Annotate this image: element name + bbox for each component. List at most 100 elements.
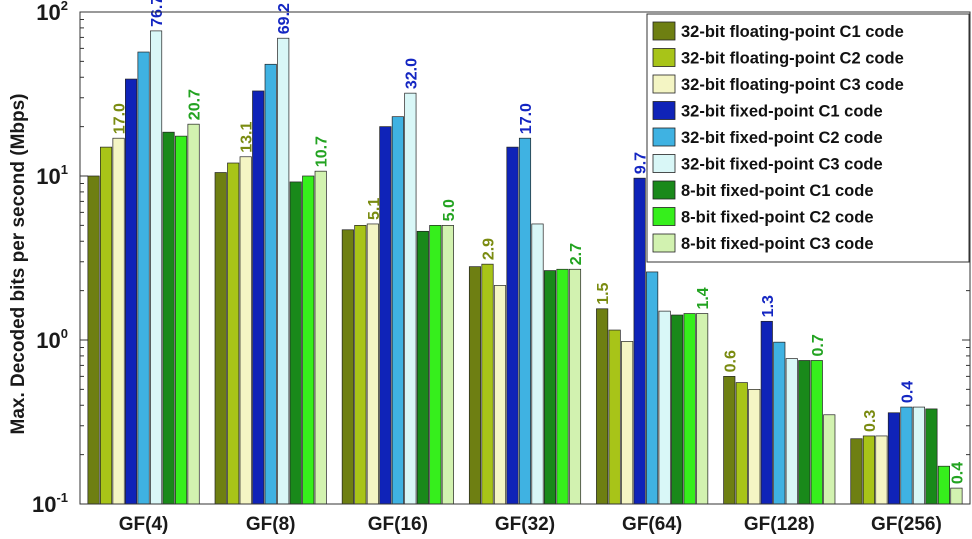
data-label: 5.1 [366, 198, 383, 220]
bar [112, 137, 125, 505]
bar [416, 230, 429, 505]
x-category-label: GF(4) [119, 514, 169, 535]
data-label: 0.6 [722, 350, 739, 372]
data-label: 0.4 [949, 462, 966, 484]
bar [543, 270, 557, 505]
bar [937, 465, 950, 505]
data-label: 13.1 [239, 122, 256, 153]
data-label: 1.4 [695, 287, 712, 309]
bar [391, 116, 404, 505]
x-category-label: GF(32) [495, 514, 555, 535]
bar [227, 162, 240, 505]
bar [646, 271, 659, 505]
bar [379, 126, 392, 505]
bar [531, 223, 544, 505]
legend-entry: 32-bit fixed-point C1 code [681, 103, 883, 121]
bar [810, 360, 823, 505]
bar [302, 175, 315, 505]
bar [100, 146, 113, 505]
bar [850, 438, 863, 505]
bar [314, 170, 327, 505]
data-label: 69.2 [276, 3, 293, 34]
bar [621, 341, 634, 505]
data-label: 20.7 [187, 89, 204, 120]
bar [468, 266, 482, 505]
y-tick-label: 100 [36, 326, 68, 353]
data-label: 9.7 [633, 152, 650, 174]
x-category-label: GF(64) [622, 514, 682, 535]
bar [354, 225, 367, 505]
x-category-label: GF(256) [871, 514, 942, 535]
data-label: 17.0 [518, 103, 535, 134]
bar [823, 414, 836, 505]
bar [404, 92, 417, 505]
legend-swatch [652, 101, 676, 120]
x-category-label: GF(8) [246, 514, 296, 535]
legend-entry: 32-bit floating-point C2 code [681, 50, 904, 68]
bar [506, 146, 519, 505]
legend-entry: 8-bit fixed-point C3 code [681, 235, 874, 253]
bar [633, 177, 646, 505]
y-tick-label: 101 [36, 162, 68, 189]
y-axis-title: Max. Decoded bits per second (Mbps) [8, 94, 29, 435]
bar [568, 268, 582, 505]
legend-swatch [652, 48, 676, 67]
x-category-label: GF(16) [368, 514, 428, 535]
legend-entry: 32-bit fixed-point C2 code [681, 129, 883, 147]
bar [366, 223, 379, 505]
y-axis-ticks: 10-1 100 101 102 [32, 0, 970, 517]
bar [900, 406, 913, 505]
bar [125, 78, 138, 505]
bar [596, 308, 609, 505]
bar [773, 341, 786, 505]
legend-swatch [652, 21, 676, 41]
legend-entry: 8-bit fixed-point C1 code [681, 182, 874, 200]
bar [264, 63, 277, 505]
bar [748, 389, 761, 505]
legend-entry: 32-bit fixed-point C3 code [681, 156, 883, 174]
bar [518, 137, 532, 505]
legend-entry: 32-bit floating-point C1 code [681, 23, 904, 41]
data-label: 1.3 [760, 295, 777, 317]
bar-series [87, 30, 963, 505]
x-axis-category-labels: GF(4) GF(8) GF(16) GF(32) GF(64) GF(128) GF(25… [119, 514, 942, 535]
legend-entry: 32-bit floating-point C3 code [681, 76, 904, 94]
bar [683, 313, 696, 505]
bar [214, 172, 227, 505]
bar [798, 360, 811, 505]
data-label: 17.0 [112, 103, 129, 134]
data-label: 0.3 [862, 410, 879, 432]
bar [785, 358, 798, 505]
bar [862, 435, 875, 505]
bar [277, 37, 290, 505]
data-label: 0.7 [810, 334, 827, 356]
bar [150, 30, 163, 505]
data-label: 2.7 [568, 243, 585, 265]
bar [137, 51, 150, 505]
bar [341, 229, 354, 505]
bar [239, 156, 252, 505]
legend-swatch [652, 207, 676, 226]
bar [912, 406, 925, 505]
legend-swatch [652, 74, 676, 94]
bar [925, 408, 938, 505]
legend-box [646, 13, 970, 263]
legend-entry: 8-bit fixed-point C2 code [681, 209, 874, 227]
y-tick-label: 10-1 [32, 490, 68, 517]
bar [175, 135, 188, 505]
bar [441, 225, 454, 505]
bar [887, 412, 900, 505]
bar [735, 382, 748, 505]
data-label: 32.0 [403, 58, 420, 89]
bar [608, 329, 621, 505]
bar [723, 376, 736, 505]
data-label: 0.4 [899, 381, 916, 403]
y-tick-label: 102 [36, 0, 68, 25]
legend-swatch [652, 233, 676, 253]
bar [875, 435, 888, 505]
bar [671, 314, 684, 505]
bar [556, 268, 569, 505]
bar [187, 123, 200, 505]
bar [950, 487, 963, 505]
